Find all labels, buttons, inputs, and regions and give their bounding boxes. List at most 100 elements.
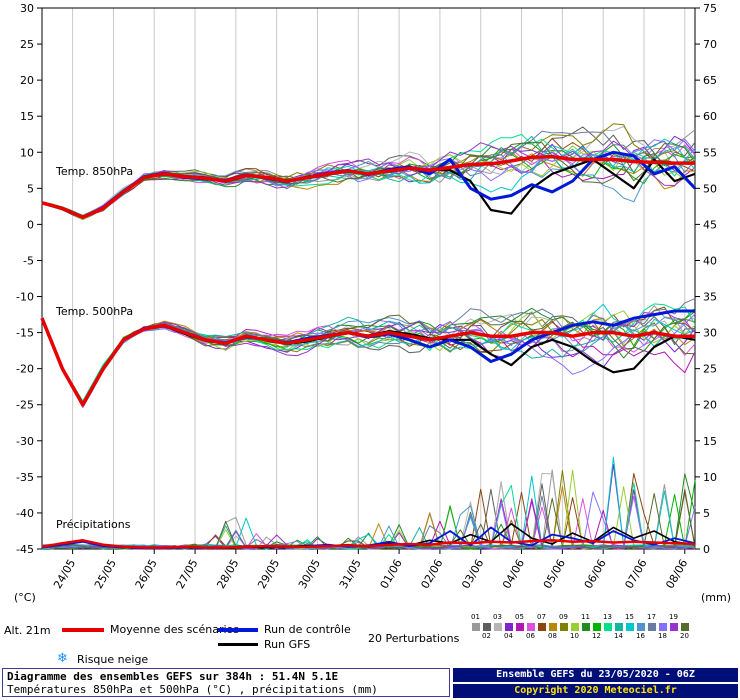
member-color-swatch (603, 623, 612, 631)
member-04: 04 (503, 613, 514, 641)
member-10: 10 (569, 613, 580, 641)
svg-text:-15: -15 (16, 327, 34, 340)
member-color-swatch (559, 623, 568, 631)
diagram-subtitle: Températures 850hPa et 500hPa (°C) , pré… (7, 683, 378, 696)
member-color-swatch (614, 623, 623, 631)
svg-text:06/06: 06/06 (582, 557, 609, 591)
svg-text:Temp. 500hPa: Temp. 500hPa (55, 305, 133, 318)
svg-text:29/05: 29/05 (255, 557, 282, 591)
mean-legend-label: Moyenne des scénarios (110, 623, 239, 636)
control-line-sample (218, 628, 258, 632)
perturbations-label: 20 Perturbations (368, 632, 460, 645)
member-color-swatch (680, 623, 689, 631)
svg-text:07/06: 07/06 (622, 557, 649, 591)
svg-text:40: 40 (703, 254, 717, 267)
run-info: Ensemble GEFS du 23/05/2020 - 06Z (453, 668, 738, 682)
mean-line-sample (62, 628, 104, 632)
member-color-swatch (581, 623, 590, 631)
svg-text:28/05: 28/05 (214, 557, 241, 591)
member-14: 14 (613, 613, 624, 641)
svg-text:-5: -5 (23, 254, 34, 267)
svg-text:-40: -40 (16, 507, 34, 520)
svg-text:(mm): (mm) (701, 591, 731, 604)
member-color-swatch (504, 623, 513, 631)
svg-text:Temp. 850hPa: Temp. 850hPa (55, 165, 133, 178)
svg-text:60: 60 (703, 110, 717, 123)
svg-text:04/06: 04/06 (500, 557, 527, 591)
svg-text:25: 25 (20, 38, 34, 51)
members-legend: 01 02 03 04 05 06 07 08 09 10 11 12 13 14 15 16… (470, 613, 690, 641)
member-12: 12 (591, 613, 602, 641)
svg-text:27/05: 27/05 (174, 557, 201, 591)
member-color-swatch (647, 623, 656, 631)
copyright: Copyright 2020 Meteociel.fr (453, 684, 738, 698)
svg-text:-30: -30 (16, 435, 34, 448)
member-color-swatch (592, 623, 601, 631)
svg-text:-35: -35 (16, 471, 34, 484)
member-15: 15 (624, 613, 635, 641)
svg-text:10: 10 (703, 471, 717, 484)
svg-text:20: 20 (20, 74, 34, 87)
member-color-swatch (570, 623, 579, 631)
snow-risk-label: Risque neige (77, 653, 149, 666)
svg-text:0: 0 (27, 218, 34, 231)
svg-text:01/06: 01/06 (378, 557, 405, 591)
diagram-title: Diagramme des ensembles GEFS sur 384h : … (7, 670, 339, 683)
member-09: 09 (558, 613, 569, 641)
svg-text:-45: -45 (16, 543, 34, 556)
legend: Alt. 21m Moyenne des scénarios Run de co… (0, 612, 740, 668)
ensemble-chart: 302520151050-5-10-15-20-25-30-35-40-4575… (14, 2, 731, 604)
svg-text:5: 5 (703, 507, 710, 520)
member-19: 19 (668, 613, 679, 641)
svg-text:-25: -25 (16, 399, 34, 412)
svg-text:20: 20 (703, 399, 717, 412)
grid (72, 8, 686, 549)
svg-text:65: 65 (703, 74, 717, 87)
svg-text:-10: -10 (16, 291, 34, 304)
svg-text:0: 0 (703, 543, 710, 556)
member-color-swatch (526, 623, 535, 631)
member-color-swatch (515, 623, 524, 631)
member-color-swatch (482, 623, 491, 631)
svg-text:5: 5 (27, 182, 34, 195)
altitude-label: Alt. 21m (4, 624, 51, 637)
svg-text:50: 50 (703, 182, 717, 195)
svg-text:75: 75 (703, 2, 717, 15)
svg-text:24/05: 24/05 (51, 557, 78, 591)
member-color-swatch (471, 623, 480, 631)
member-17: 17 (646, 613, 657, 641)
svg-text:15: 15 (20, 110, 34, 123)
svg-text:25: 25 (703, 363, 717, 376)
svg-text:35: 35 (703, 291, 717, 304)
member-07: 07 (536, 613, 547, 641)
svg-text:55: 55 (703, 146, 717, 159)
chart-area: 30 25 20 15 10 5 0 -5 -10 -15 -20 -25 -30 -35 -40 -45 75… (14, 2, 731, 604)
member-color-swatch (669, 623, 678, 631)
svg-text:31/05: 31/05 (337, 557, 364, 591)
svg-text:26/05: 26/05 (133, 557, 160, 591)
member-18: 18 (657, 613, 668, 641)
svg-text:08/06: 08/06 (663, 557, 690, 591)
info-box: Diagramme des ensembles GEFS sur 384h : … (2, 668, 450, 697)
member-06: 06 (525, 613, 536, 641)
member-02: 02 (481, 613, 492, 641)
svg-text:Précipitations: Précipitations (56, 518, 131, 531)
svg-text:03/06: 03/06 (459, 557, 486, 591)
member-color-swatch (636, 623, 645, 631)
member-05: 05 (514, 613, 525, 641)
svg-text:25/05: 25/05 (92, 557, 119, 591)
svg-text:30: 30 (703, 327, 717, 340)
member-color-swatch (493, 623, 502, 631)
member-20: 20 (679, 613, 690, 641)
svg-text:45: 45 (703, 218, 717, 231)
svg-text:05/06: 05/06 (541, 557, 568, 591)
svg-text:-20: -20 (16, 363, 34, 376)
svg-text:10: 10 (20, 146, 34, 159)
snowflake-icon: ❄ (57, 651, 68, 666)
member-01: 01 (470, 613, 481, 641)
member-13: 13 (602, 613, 613, 641)
svg-text:02/06: 02/06 (418, 557, 445, 591)
svg-text:30/05: 30/05 (296, 557, 323, 591)
member-11: 11 (580, 613, 591, 641)
svg-text:30: 30 (20, 2, 34, 15)
